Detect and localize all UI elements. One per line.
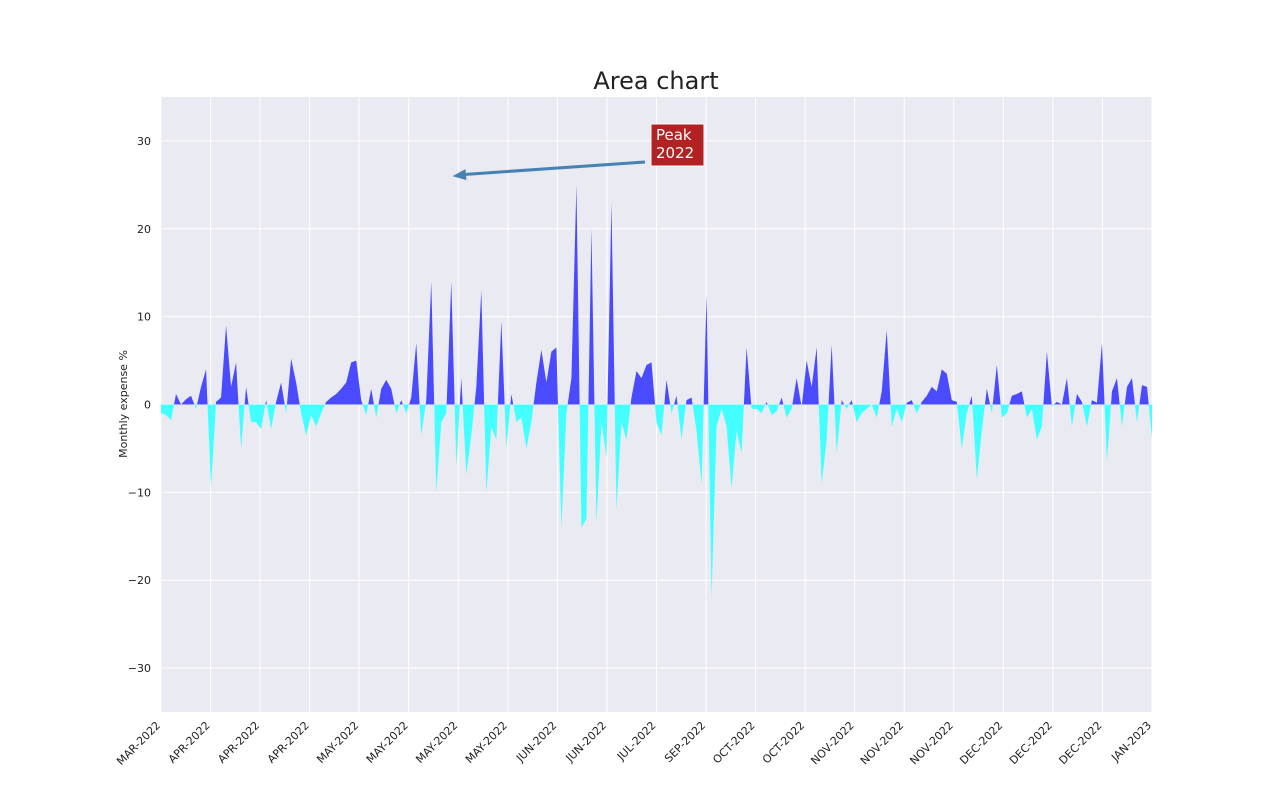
x-tick-label: OCT-2022 [760, 719, 807, 766]
y-tick-label: −20 [128, 574, 151, 587]
x-axis-ticks: MAR-2022 APR-2022 APR-2022 APR-2022 MAY-2022… [114, 719, 1154, 768]
x-tick-label: JUN-2022 [513, 719, 559, 765]
x-tick-label: JUL-2022 [614, 719, 659, 764]
area-series [161, 184, 1152, 598]
x-tick-label: NOV-2022 [808, 719, 856, 767]
y-axis-label: Monthly expense % [117, 350, 130, 458]
x-tick-label: JAN-2023 [1108, 719, 1154, 765]
y-axis-ticks: −30 −20 −10 0 10 20 30 [128, 135, 151, 675]
x-tick-label: MAY-2022 [463, 719, 510, 766]
y-tick-label: 0 [144, 399, 151, 412]
annotation-arrow [462, 160, 646, 177]
x-tick-label: MAY-2022 [314, 719, 361, 766]
x-tick-label: NOV-2022 [858, 719, 906, 767]
x-tick-label: NOV-2022 [907, 719, 955, 767]
x-tick-label: DEC-2022 [1056, 719, 1104, 767]
chart-title: Area chart [593, 67, 718, 95]
y-tick-label: 20 [137, 223, 151, 236]
x-tick-label: OCT-2022 [710, 719, 757, 766]
x-tick-label: APR-2022 [265, 719, 312, 766]
negative-area [161, 404, 1152, 598]
y-tick-label: 10 [137, 311, 151, 324]
y-tick-label: −30 [128, 662, 151, 675]
x-tick-label: APR-2022 [215, 719, 262, 766]
annotation-text-line-1: Peak [656, 126, 692, 144]
annotation-arrow-head [452, 169, 467, 181]
x-tick-label: JUN-2022 [563, 719, 609, 765]
x-tick-label: MAY-2022 [364, 719, 411, 766]
x-tick-label: DEC-2022 [957, 719, 1005, 767]
y-tick-label: −10 [128, 486, 151, 499]
y-tick-label: 30 [137, 135, 151, 148]
x-tick-label: APR-2022 [166, 719, 213, 766]
x-tick-label: SEP-2022 [662, 719, 708, 765]
annotation-text-line-2: 2022 [656, 144, 694, 162]
x-tick-label: DEC-2022 [1007, 719, 1055, 767]
annotation-box [650, 123, 705, 167]
peak-annotation: Peak 2022 [452, 123, 705, 181]
x-tick-label: MAY-2022 [413, 719, 460, 766]
x-tick-label: MAR-2022 [114, 719, 163, 768]
